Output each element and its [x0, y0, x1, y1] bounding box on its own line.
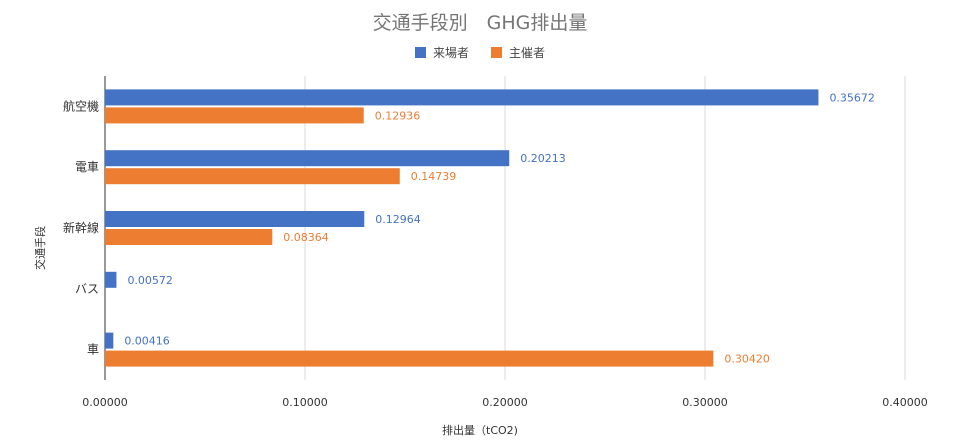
bar — [105, 89, 819, 106]
bar — [105, 332, 114, 349]
bar-value-label: 0.08364 — [283, 231, 329, 244]
bar-value-label: 0.30420 — [724, 353, 770, 366]
bar — [105, 271, 117, 288]
bar — [105, 107, 364, 124]
chart-title: 交通手段別 GHG排出量 — [372, 12, 588, 34]
bar — [105, 211, 365, 227]
y-category-label: バス — [75, 282, 99, 296]
bar-value-label: 0.20213 — [520, 152, 566, 165]
x-tick-label: 0.00000 — [82, 396, 128, 409]
legend-item-visitors: 来場者 — [414, 44, 469, 61]
y-category-label: 新幹線 — [63, 220, 99, 235]
y-category-label: 車 — [87, 343, 99, 357]
x-tick-label: 0.20000 — [482, 396, 528, 409]
legend-label-organizers: 主催者 — [509, 46, 546, 60]
x-tick-label: 0.10000 — [282, 396, 328, 409]
y-category-label: 電車 — [75, 160, 99, 174]
bar-value-label: 0.14739 — [411, 170, 457, 183]
bar — [105, 168, 400, 185]
x-axis-title: 排出量（tCO2) — [442, 424, 518, 437]
legend: 来場者 主催者 — [0, 44, 960, 61]
legend-swatch-visitors — [414, 47, 426, 58]
bar-value-label: 0.35672 — [829, 91, 875, 104]
bar — [105, 350, 714, 367]
y-axis-title: 交通手段 — [34, 226, 47, 270]
bar — [105, 229, 273, 245]
x-tick-label: 0.40000 — [882, 396, 928, 409]
bar-value-label: 0.12936 — [375, 109, 421, 122]
legend-item-organizers: 主催者 — [491, 44, 545, 61]
bar-value-label: 0.00572 — [127, 274, 173, 287]
y-category-label: 航空機 — [63, 98, 99, 113]
legend-swatch-organizers — [491, 47, 502, 58]
legend-label-visitors: 来場者 — [432, 46, 469, 60]
bar — [105, 150, 510, 167]
x-tick-label: 0.30000 — [682, 396, 728, 409]
bar-value-label: 0.00416 — [124, 335, 170, 348]
bar-value-label: 0.12964 — [375, 213, 421, 226]
